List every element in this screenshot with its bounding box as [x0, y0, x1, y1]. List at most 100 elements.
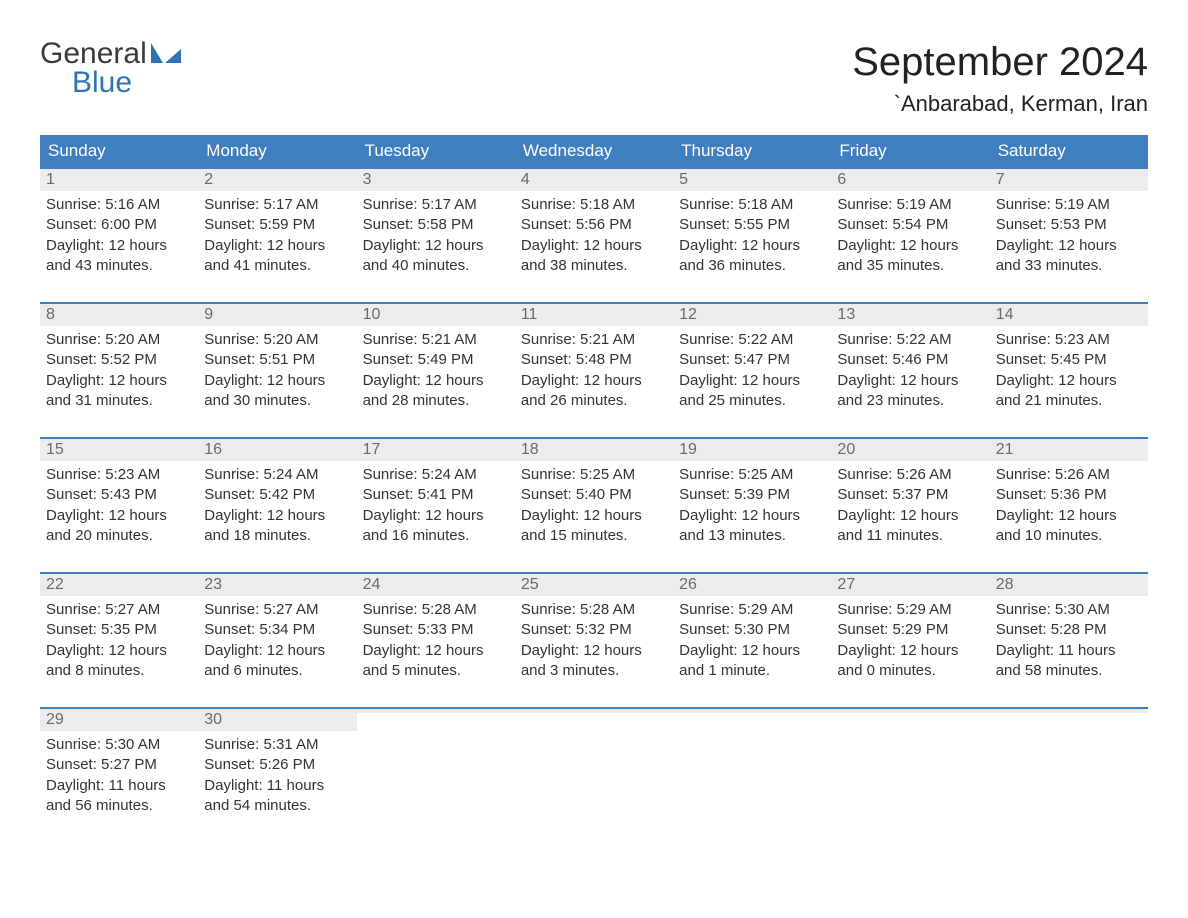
day-dl2: and 13 minutes.	[679, 526, 825, 546]
week-row: 15Sunrise: 5:23 AMSunset: 5:43 PMDayligh…	[40, 437, 1148, 554]
day-number: 19	[673, 439, 831, 461]
month-title: September 2024	[852, 40, 1148, 85]
day-dl1: Daylight: 12 hours	[204, 236, 350, 256]
day-sunrise: Sunrise: 5:30 AM	[996, 600, 1142, 620]
day-sunrise: Sunrise: 5:16 AM	[46, 195, 192, 215]
day-body: Sunrise: 5:22 AMSunset: 5:47 PMDaylight:…	[673, 326, 831, 419]
day-body	[831, 713, 989, 725]
day-sunrise: Sunrise: 5:29 AM	[679, 600, 825, 620]
day-number: 25	[515, 574, 673, 596]
weekday-header-row: Sunday Monday Tuesday Wednesday Thursday…	[40, 135, 1148, 167]
day-sunset: Sunset: 5:39 PM	[679, 485, 825, 505]
calendar: Sunday Monday Tuesday Wednesday Thursday…	[40, 135, 1148, 824]
day-sunset: Sunset: 5:27 PM	[46, 755, 192, 775]
brand-word-bottom: Blue	[72, 69, 181, 98]
day-dl1: Daylight: 12 hours	[837, 371, 983, 391]
day-body: Sunrise: 5:26 AMSunset: 5:37 PMDaylight:…	[831, 461, 989, 554]
day-body: Sunrise: 5:25 AMSunset: 5:39 PMDaylight:…	[673, 461, 831, 554]
day-dl1: Daylight: 12 hours	[46, 371, 192, 391]
day-cell: 29Sunrise: 5:30 AMSunset: 5:27 PMDayligh…	[40, 709, 198, 824]
weekday-header: Monday	[198, 135, 356, 167]
day-number: 28	[990, 574, 1148, 596]
day-cell: 19Sunrise: 5:25 AMSunset: 5:39 PMDayligh…	[673, 439, 831, 554]
day-cell: 11Sunrise: 5:21 AMSunset: 5:48 PMDayligh…	[515, 304, 673, 419]
day-sunset: Sunset: 5:34 PM	[204, 620, 350, 640]
day-body: Sunrise: 5:23 AMSunset: 5:45 PMDaylight:…	[990, 326, 1148, 419]
title-block: September 2024 `Anbarabad, Kerman, Iran	[852, 40, 1148, 117]
day-sunrise: Sunrise: 5:19 AM	[837, 195, 983, 215]
day-body: Sunrise: 5:16 AMSunset: 6:00 PMDaylight:…	[40, 191, 198, 284]
day-number: 11	[515, 304, 673, 326]
day-dl1: Daylight: 12 hours	[46, 506, 192, 526]
day-sunrise: Sunrise: 5:28 AM	[521, 600, 667, 620]
weekday-header: Thursday	[673, 135, 831, 167]
day-number: 10	[357, 304, 515, 326]
day-cell: 28Sunrise: 5:30 AMSunset: 5:28 PMDayligh…	[990, 574, 1148, 689]
day-sunrise: Sunrise: 5:31 AM	[204, 735, 350, 755]
day-body: Sunrise: 5:17 AMSunset: 5:58 PMDaylight:…	[357, 191, 515, 284]
day-cell: 20Sunrise: 5:26 AMSunset: 5:37 PMDayligh…	[831, 439, 989, 554]
day-sunrise: Sunrise: 5:20 AM	[46, 330, 192, 350]
day-dl1: Daylight: 12 hours	[204, 371, 350, 391]
day-dl2: and 18 minutes.	[204, 526, 350, 546]
day-body: Sunrise: 5:29 AMSunset: 5:30 PMDaylight:…	[673, 596, 831, 689]
day-dl2: and 0 minutes.	[837, 661, 983, 681]
day-body: Sunrise: 5:24 AMSunset: 5:42 PMDaylight:…	[198, 461, 356, 554]
day-number: 1	[40, 169, 198, 191]
day-dl1: Daylight: 12 hours	[46, 236, 192, 256]
day-dl2: and 54 minutes.	[204, 796, 350, 816]
day-dl2: and 11 minutes.	[837, 526, 983, 546]
day-cell: 26Sunrise: 5:29 AMSunset: 5:30 PMDayligh…	[673, 574, 831, 689]
day-sunset: Sunset: 5:52 PM	[46, 350, 192, 370]
day-sunrise: Sunrise: 5:18 AM	[679, 195, 825, 215]
day-sunrise: Sunrise: 5:24 AM	[363, 465, 509, 485]
day-dl1: Daylight: 12 hours	[996, 371, 1142, 391]
week-row: 29Sunrise: 5:30 AMSunset: 5:27 PMDayligh…	[40, 707, 1148, 824]
day-sunset: Sunset: 5:33 PM	[363, 620, 509, 640]
day-sunset: Sunset: 5:51 PM	[204, 350, 350, 370]
day-body: Sunrise: 5:26 AMSunset: 5:36 PMDaylight:…	[990, 461, 1148, 554]
day-sunrise: Sunrise: 5:23 AM	[996, 330, 1142, 350]
day-sunrise: Sunrise: 5:22 AM	[679, 330, 825, 350]
day-cell: 6Sunrise: 5:19 AMSunset: 5:54 PMDaylight…	[831, 169, 989, 284]
day-sunrise: Sunrise: 5:26 AM	[837, 465, 983, 485]
day-body: Sunrise: 5:30 AMSunset: 5:28 PMDaylight:…	[990, 596, 1148, 689]
day-body: Sunrise: 5:25 AMSunset: 5:40 PMDaylight:…	[515, 461, 673, 554]
day-dl2: and 56 minutes.	[46, 796, 192, 816]
day-sunset: Sunset: 5:58 PM	[363, 215, 509, 235]
day-cell	[515, 709, 673, 824]
day-dl1: Daylight: 12 hours	[363, 236, 509, 256]
day-cell: 22Sunrise: 5:27 AMSunset: 5:35 PMDayligh…	[40, 574, 198, 689]
day-cell: 18Sunrise: 5:25 AMSunset: 5:40 PMDayligh…	[515, 439, 673, 554]
page-header: General Blue September 2024 `Anbarabad, …	[40, 40, 1148, 117]
day-cell: 15Sunrise: 5:23 AMSunset: 5:43 PMDayligh…	[40, 439, 198, 554]
day-sunset: Sunset: 5:56 PM	[521, 215, 667, 235]
day-dl2: and 38 minutes.	[521, 256, 667, 276]
day-dl2: and 1 minute.	[679, 661, 825, 681]
day-number: 2	[198, 169, 356, 191]
day-dl2: and 58 minutes.	[996, 661, 1142, 681]
day-sunset: Sunset: 6:00 PM	[46, 215, 192, 235]
day-body	[515, 713, 673, 725]
day-dl2: and 26 minutes.	[521, 391, 667, 411]
day-cell: 12Sunrise: 5:22 AMSunset: 5:47 PMDayligh…	[673, 304, 831, 419]
day-number: 21	[990, 439, 1148, 461]
day-dl2: and 10 minutes.	[996, 526, 1142, 546]
week-row: 1Sunrise: 5:16 AMSunset: 6:00 PMDaylight…	[40, 167, 1148, 284]
day-body: Sunrise: 5:23 AMSunset: 5:43 PMDaylight:…	[40, 461, 198, 554]
day-body: Sunrise: 5:31 AMSunset: 5:26 PMDaylight:…	[198, 731, 356, 824]
day-sunrise: Sunrise: 5:26 AM	[996, 465, 1142, 485]
day-sunset: Sunset: 5:42 PM	[204, 485, 350, 505]
day-number: 27	[831, 574, 989, 596]
day-number: 4	[515, 169, 673, 191]
day-number: 26	[673, 574, 831, 596]
day-dl1: Daylight: 11 hours	[204, 776, 350, 796]
day-number: 7	[990, 169, 1148, 191]
day-dl1: Daylight: 12 hours	[679, 641, 825, 661]
day-sunrise: Sunrise: 5:23 AM	[46, 465, 192, 485]
day-dl2: and 28 minutes.	[363, 391, 509, 411]
weekday-header: Friday	[831, 135, 989, 167]
day-cell: 2Sunrise: 5:17 AMSunset: 5:59 PMDaylight…	[198, 169, 356, 284]
day-sunset: Sunset: 5:30 PM	[679, 620, 825, 640]
day-cell	[990, 709, 1148, 824]
